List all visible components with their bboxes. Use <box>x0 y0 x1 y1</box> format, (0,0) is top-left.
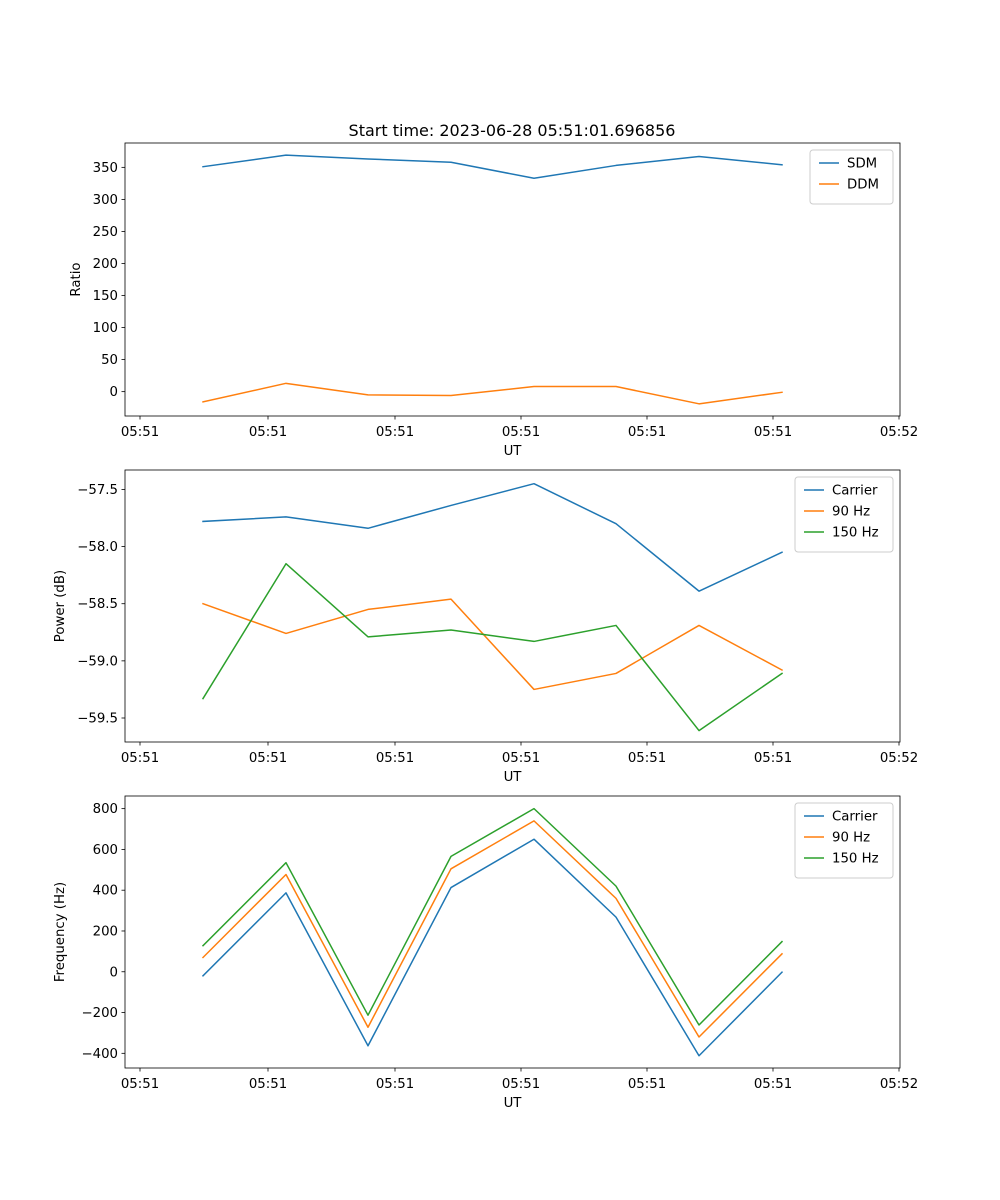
y-tick-label: 200 <box>93 257 118 272</box>
chart-panel-1: 05:51 05:51 05:51 05:51 05:51 05:51 05:52 0 50 10… <box>69 142 918 459</box>
legend-entry: DDM <box>847 178 879 193</box>
y-tick-label: 250 <box>93 225 118 240</box>
legend: Carrier 90 Hz 150 Hz <box>794 476 894 553</box>
y-tick-label: −59.5 <box>77 712 118 727</box>
y-tick-label: −200 <box>81 1006 118 1021</box>
y-tick-label: 350 <box>93 161 118 176</box>
x-tick-label: 05:51 <box>249 751 287 766</box>
y-tick-label: 600 <box>93 843 118 858</box>
x-tick-label: 05:51 <box>121 751 159 766</box>
series-line-90-hz <box>201 820 784 1038</box>
x-tick-label: 05:51 <box>502 751 540 766</box>
legend-entry: Carrier <box>832 484 878 499</box>
chart-panel-3: 05:51 05:51 05:51 05:51 05:51 05:51 05:52 −400 −… <box>53 795 918 1111</box>
legend-entry: 90 Hz <box>832 831 870 846</box>
legend: Carrier 90 Hz 150 Hz <box>794 802 894 879</box>
y-tick-label: 50 <box>101 353 118 368</box>
x-tick-label: 05:51 <box>754 425 792 440</box>
x-tick-label: 05:51 <box>502 1077 540 1092</box>
y-tick-label: 0 <box>110 965 118 980</box>
x-tick-label: 05:51 <box>376 1077 414 1092</box>
axes-frame <box>124 142 901 417</box>
legend-box <box>794 802 894 879</box>
series-line-150-hz <box>201 807 784 1026</box>
x-tick-label: 05:51 <box>502 425 540 440</box>
x-tick-label: 05:51 <box>121 425 159 440</box>
x-axis-label: UT <box>504 444 523 459</box>
axes-frame <box>124 795 901 1069</box>
series-line-150-hz <box>201 562 784 732</box>
x-tick-label: 05:51 <box>121 1077 159 1092</box>
legend-entry: 90 Hz <box>832 505 870 520</box>
x-axis-label: UT <box>504 1096 523 1111</box>
x-tick-label: 05:52 <box>880 751 918 766</box>
x-tick-label: 05:51 <box>754 751 792 766</box>
y-tick-label: 300 <box>93 193 118 208</box>
y-tick-label: −58.0 <box>77 540 118 555</box>
y-tick-label: 400 <box>93 884 118 899</box>
legend: SDM DDM <box>809 149 894 205</box>
x-tick-label: 05:51 <box>628 425 666 440</box>
x-tick-label: 05:51 <box>628 1077 666 1092</box>
figure-title: Start time: 2023-06-28 05:51:01.696856 <box>349 121 676 140</box>
y-axis-label: Ratio <box>69 262 84 296</box>
y-tick-label: 0 <box>110 385 118 400</box>
x-tick-label: 05:52 <box>880 1077 918 1092</box>
legend-entry: SDM <box>847 157 877 172</box>
y-tick-label: 100 <box>93 321 118 336</box>
y-tick-label: −58.5 <box>77 597 118 612</box>
x-tick-label: 05:51 <box>754 1077 792 1092</box>
y-tick-label: 200 <box>93 924 118 939</box>
legend-box <box>794 476 894 553</box>
x-tick-label: 05:52 <box>880 425 918 440</box>
y-tick-label: 800 <box>93 802 118 817</box>
y-tick-label: 150 <box>93 289 118 304</box>
series-line-carrier <box>202 482 783 592</box>
series-line-ddm <box>202 382 783 405</box>
x-tick-label: 05:51 <box>249 425 287 440</box>
y-tick-label: −59.0 <box>77 654 118 669</box>
y-axis-label: Frequency (Hz) <box>53 882 68 982</box>
chart-panel-2: 05:51 05:51 05:51 05:51 05:51 05:51 05:52 −59.5… <box>53 469 918 785</box>
axes-frame <box>124 469 901 743</box>
legend-entry: Carrier <box>832 810 878 825</box>
series-line-sdm <box>202 154 783 179</box>
x-tick-label: 05:51 <box>628 751 666 766</box>
y-tick-label: −400 <box>81 1047 118 1062</box>
y-tick-label: −57.5 <box>77 483 118 498</box>
x-tick-label: 05:51 <box>249 1077 287 1092</box>
y-axis-label: Power (dB) <box>53 570 68 642</box>
x-tick-label: 05:51 <box>376 425 414 440</box>
x-tick-label: 05:51 <box>376 751 414 766</box>
legend-entry: 150 Hz <box>832 526 879 541</box>
legend-entry: 150 Hz <box>832 852 879 867</box>
series-line-carrier <box>201 838 784 1057</box>
series-line-90-hz <box>202 598 784 691</box>
x-axis-label: UT <box>504 770 523 785</box>
